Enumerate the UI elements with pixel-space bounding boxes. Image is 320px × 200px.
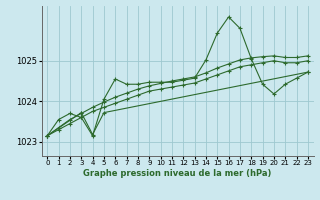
X-axis label: Graphe pression niveau de la mer (hPa): Graphe pression niveau de la mer (hPa) [84,169,272,178]
